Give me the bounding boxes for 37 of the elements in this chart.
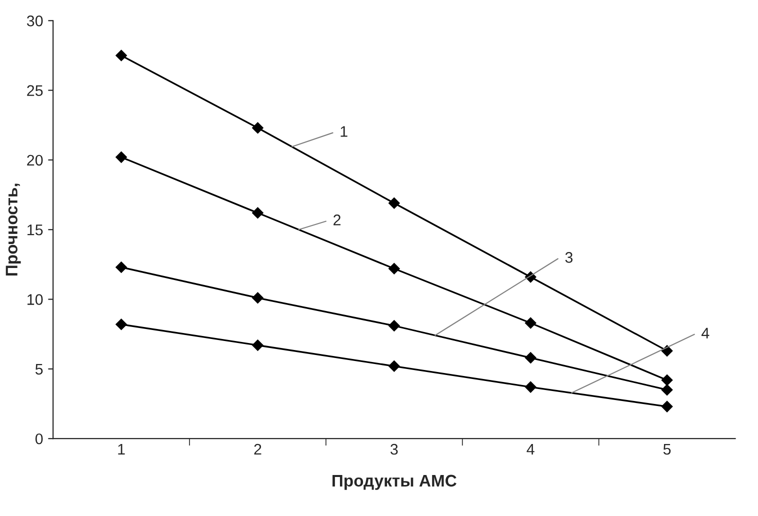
series-label: 2 — [334, 214, 340, 226]
point — [252, 122, 264, 134]
point — [388, 263, 400, 274]
point — [388, 198, 400, 209]
y-tick-label: 15 — [28, 224, 43, 236]
x-tick-label: 1 — [118, 444, 125, 455]
x-axis-title: Продукты АМС — [332, 474, 456, 490]
y-tick-label: 10 — [28, 294, 43, 305]
x-tick-label: 4 — [526, 444, 534, 455]
text: 1 — [340, 126, 348, 137]
point — [661, 345, 673, 356]
y-tick-label: 5 — [35, 364, 43, 375]
point — [116, 262, 127, 273]
point — [524, 381, 536, 393]
y-tick-label: 20 — [27, 154, 43, 166]
point — [252, 207, 264, 219]
x-tick-label: 2 — [254, 444, 262, 455]
point — [661, 374, 673, 386]
point — [252, 292, 264, 304]
point — [388, 360, 400, 372]
y-tick-label: 0 — [35, 433, 43, 444]
y-tick-label: 25 — [27, 85, 43, 96]
x-tick-label: 5 — [663, 444, 671, 455]
text: 3 — [565, 252, 573, 263]
point — [661, 400, 673, 412]
point — [116, 50, 127, 62]
text: 4 — [702, 328, 710, 338]
point — [661, 384, 673, 396]
point — [252, 340, 264, 351]
point — [524, 352, 536, 364]
point — [116, 152, 127, 163]
point — [388, 320, 400, 332]
y-axis-title: Прочность, — [6, 184, 21, 276]
y-tick-label: 30 — [26, 16, 43, 26]
x-tick-label: 3 — [390, 444, 398, 455]
point — [116, 318, 127, 330]
point — [524, 317, 536, 329]
